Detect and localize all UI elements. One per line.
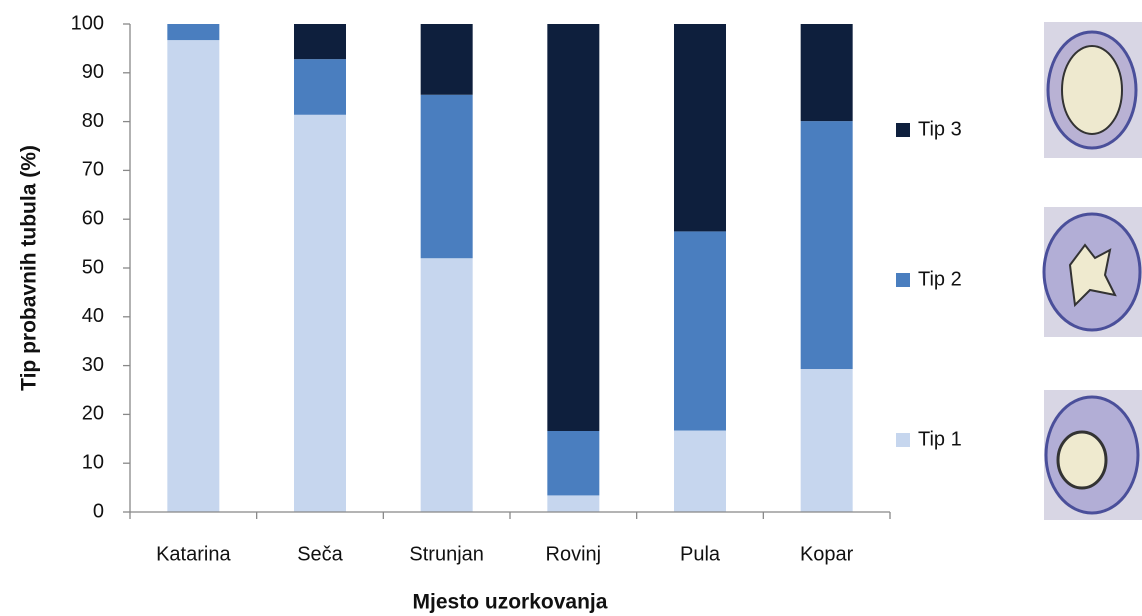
x-axis-title: Mjesto uzorkovanja — [413, 591, 608, 614]
tubule-lumen — [1061, 45, 1123, 135]
x-tick-label: Pula — [680, 543, 721, 565]
y-tick-label: 10 — [82, 451, 104, 473]
bar-segment — [420, 24, 473, 95]
bar-segment — [547, 24, 600, 431]
bar-segment — [674, 24, 726, 232]
y-tick-label: 20 — [82, 403, 104, 425]
legend-swatch — [896, 273, 910, 287]
bar-segment — [800, 121, 853, 370]
x-tick-label: Katarina — [156, 543, 231, 565]
bar-segment — [420, 94, 473, 259]
bar-segment — [800, 369, 853, 512]
y-tick-label: 90 — [82, 61, 104, 83]
legend-label: Tip 3 — [918, 118, 962, 140]
bar-segment — [674, 231, 726, 431]
y-tick-label: 30 — [82, 354, 104, 376]
tubule-lumen — [1056, 430, 1108, 490]
x-tick-label: Strunjan — [409, 543, 484, 565]
y-tick-label: 0 — [93, 500, 104, 522]
x-tick-label: Kopar — [800, 543, 854, 565]
bar-segment — [674, 430, 726, 512]
x-tick-label: Seča — [297, 543, 343, 565]
x-tick-label: Rovinj — [546, 543, 602, 565]
bar-segment — [294, 114, 346, 512]
y-tick-label: 100 — [71, 12, 104, 34]
tubule-lumen — [1068, 243, 1117, 308]
y-tick-label: 50 — [82, 256, 104, 278]
bar-segment — [420, 258, 473, 512]
bar-segment — [800, 24, 853, 122]
legend-label: Tip 1 — [918, 428, 962, 450]
y-axis-title: Tip probavnih tubula (%) — [18, 145, 41, 391]
y-tick-label: 70 — [82, 159, 104, 181]
bar-segment — [167, 24, 220, 41]
bar-segment — [294, 24, 346, 60]
legend-label: Tip 2 — [918, 268, 962, 290]
bar-segment — [547, 495, 600, 512]
legend-swatch — [896, 123, 910, 137]
y-tick-label: 40 — [82, 305, 104, 327]
bar-segment — [167, 40, 220, 512]
legend-swatch — [896, 433, 910, 447]
micrographs — [1042, 22, 1142, 520]
bar-segment — [294, 59, 346, 115]
y-tick-label: 80 — [82, 110, 104, 132]
y-tick-label: 60 — [82, 207, 104, 229]
bar-segment — [547, 430, 600, 496]
